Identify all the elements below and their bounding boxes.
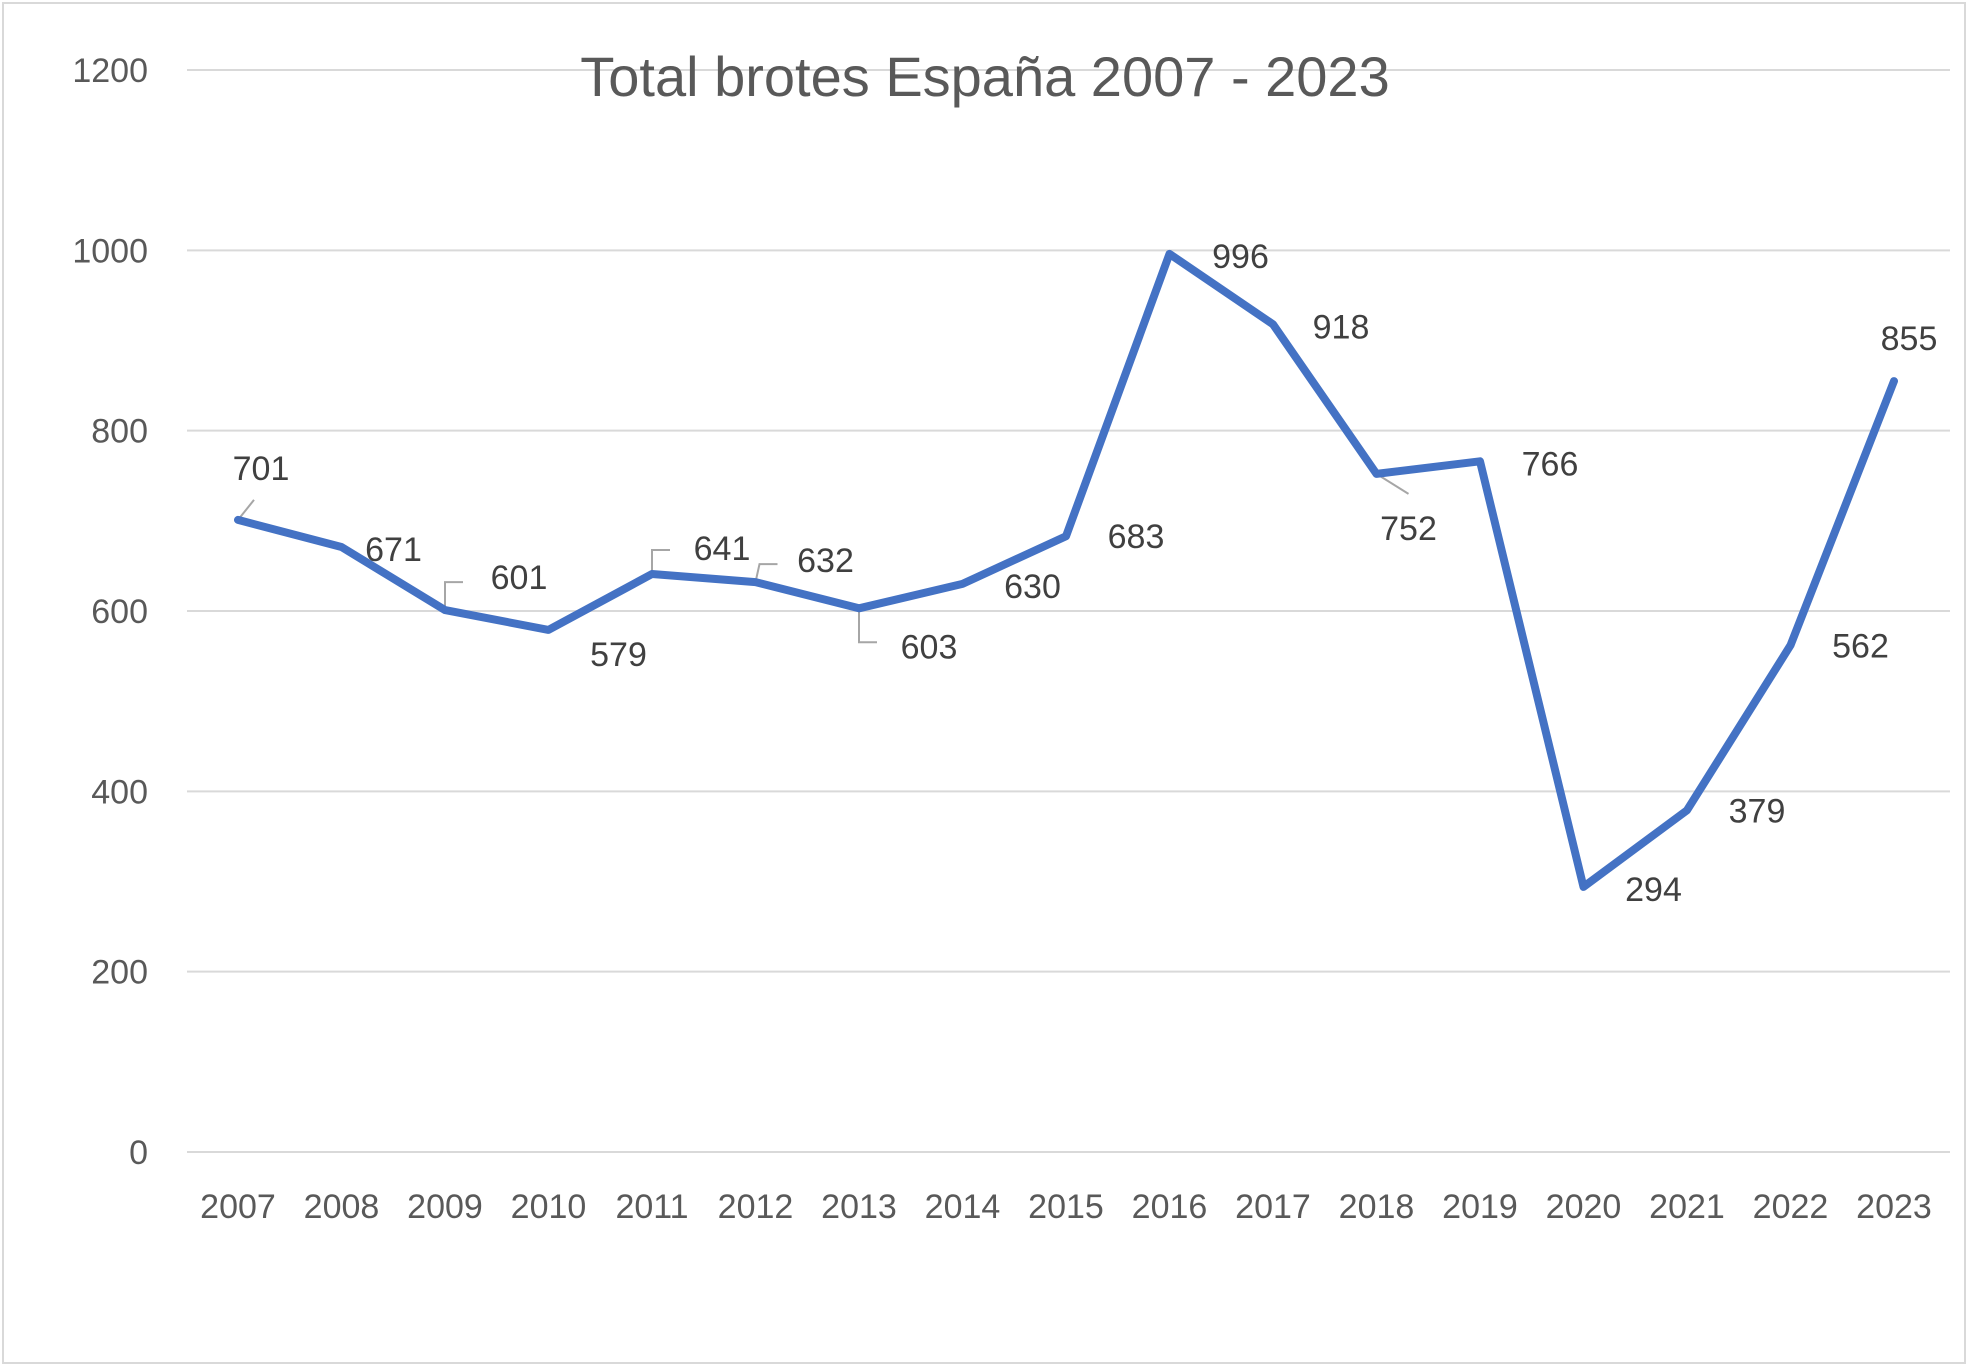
data-labels: 701 671 601 579 641 632 603 630 683 996 918 752 766 2… <box>233 238 1938 909</box>
x-tick-label: 2012 <box>718 1188 794 1226</box>
y-tick-label: 200 <box>91 954 148 992</box>
data-label: 601 <box>491 559 548 597</box>
x-tick-label: 2021 <box>1649 1188 1725 1226</box>
x-tick-label: 2018 <box>1339 1188 1415 1226</box>
data-label: 562 <box>1832 627 1889 665</box>
x-tick-label: 2015 <box>1028 1188 1104 1226</box>
x-tick-label: 2020 <box>1546 1188 1622 1226</box>
data-label: 766 <box>1522 445 1579 483</box>
x-tick-label: 2008 <box>304 1188 380 1226</box>
y-tick-label: 1200 <box>72 52 148 90</box>
x-tick-label: 2011 <box>615 1188 688 1226</box>
x-tick-label: 2014 <box>925 1188 1001 1226</box>
data-label: 579 <box>590 636 647 674</box>
leader-line <box>444 581 463 611</box>
x-tick-label: 2023 <box>1856 1188 1932 1226</box>
data-label: 918 <box>1313 308 1370 346</box>
x-tick-label: 2013 <box>821 1188 897 1226</box>
x-tick-label: 2019 <box>1442 1188 1518 1226</box>
y-tick-label: 800 <box>91 413 148 451</box>
x-tick-label: 2009 <box>407 1188 483 1226</box>
data-label: 855 <box>1881 320 1938 358</box>
y-tick-label: 0 <box>129 1134 148 1172</box>
data-label: 671 <box>365 531 422 569</box>
y-axis-tick-labels: 0 200 400 600 800 1000 1200 <box>72 52 148 1172</box>
data-label: 683 <box>1108 518 1165 556</box>
x-tick-label: 2016 <box>1132 1188 1208 1226</box>
data-label: 632 <box>797 542 854 580</box>
data-label: 752 <box>1380 510 1437 548</box>
x-axis-tick-labels: 2007 2008 2009 2010 2011 2012 2013 2014 2015 2016… <box>200 1188 1932 1226</box>
y-tick-label: 600 <box>91 593 148 631</box>
x-tick-label: 2010 <box>511 1188 587 1226</box>
data-label: 701 <box>233 450 290 488</box>
data-label: 603 <box>901 628 958 666</box>
y-tick-label: 1000 <box>72 232 148 270</box>
y-tick-label: 400 <box>91 773 148 811</box>
x-tick-label: 2017 <box>1235 1188 1311 1226</box>
data-label: 294 <box>1625 871 1682 909</box>
data-label: 630 <box>1004 568 1061 606</box>
data-label: 641 <box>694 530 751 568</box>
gridlines <box>187 69 1950 1153</box>
x-tick-label: 2007 <box>200 1188 276 1226</box>
x-tick-label: 2022 <box>1753 1188 1829 1226</box>
leader-line <box>754 563 778 583</box>
leader-line <box>651 549 670 574</box>
series-line <box>234 249 1898 891</box>
data-label: 379 <box>1729 792 1786 830</box>
data-label: 996 <box>1212 238 1269 276</box>
leader-line <box>858 608 877 644</box>
chart-title: Total brotes España 2007 - 2023 <box>580 45 1389 108</box>
